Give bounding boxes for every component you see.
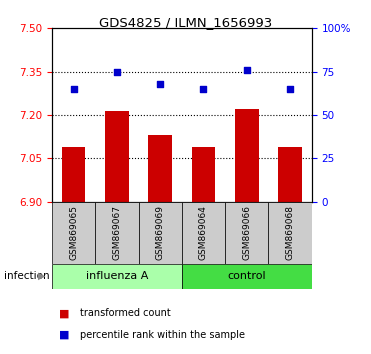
Text: control: control bbox=[227, 271, 266, 281]
Bar bbox=[225, 202, 268, 264]
Point bbox=[70, 86, 76, 92]
Text: percentile rank within the sample: percentile rank within the sample bbox=[80, 330, 245, 339]
Bar bbox=[191, 147, 215, 202]
Text: GDS4825 / ILMN_1656993: GDS4825 / ILMN_1656993 bbox=[99, 16, 272, 29]
Text: GSM869069: GSM869069 bbox=[156, 205, 165, 260]
Text: GSM869064: GSM869064 bbox=[199, 205, 208, 260]
Bar bbox=[62, 147, 85, 202]
Text: GSM869065: GSM869065 bbox=[69, 205, 78, 260]
Point bbox=[244, 67, 250, 73]
Text: GSM869067: GSM869067 bbox=[112, 205, 121, 260]
Text: influenza A: influenza A bbox=[86, 271, 148, 281]
Text: ■: ■ bbox=[59, 330, 70, 339]
Bar bbox=[268, 202, 312, 264]
Bar bbox=[95, 202, 138, 264]
Bar bbox=[182, 264, 312, 289]
Text: GSM869066: GSM869066 bbox=[242, 205, 251, 260]
Text: ■: ■ bbox=[59, 308, 70, 318]
Point bbox=[200, 86, 206, 92]
Bar bbox=[52, 202, 95, 264]
Point bbox=[287, 86, 293, 92]
Text: GSM869068: GSM869068 bbox=[286, 205, 295, 260]
Point bbox=[114, 69, 120, 75]
Point bbox=[157, 81, 163, 87]
Bar bbox=[182, 202, 225, 264]
Bar bbox=[278, 147, 302, 202]
Bar bbox=[105, 111, 129, 202]
Text: ▶: ▶ bbox=[38, 271, 45, 281]
Bar bbox=[52, 264, 182, 289]
Text: transformed count: transformed count bbox=[80, 308, 171, 318]
Text: infection: infection bbox=[4, 271, 49, 281]
Bar bbox=[138, 202, 182, 264]
Bar bbox=[235, 109, 259, 202]
Bar bbox=[148, 135, 172, 202]
